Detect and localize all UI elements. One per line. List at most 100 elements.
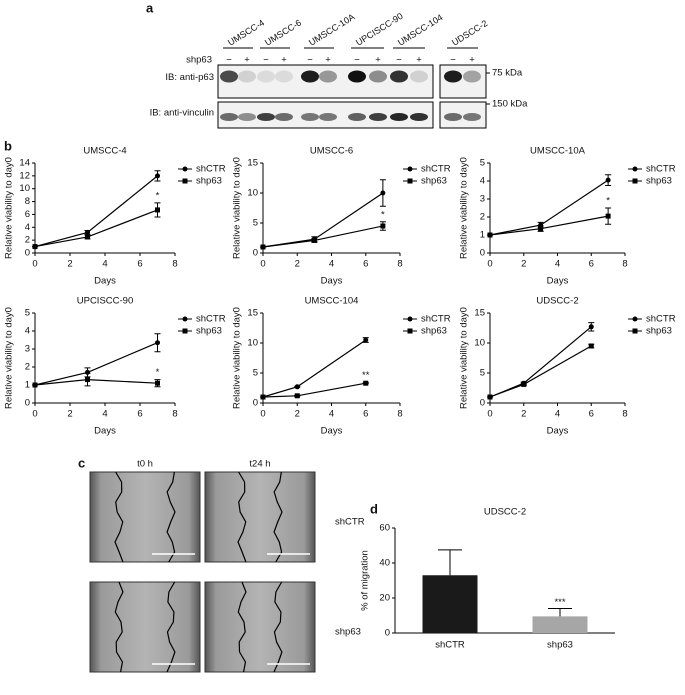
x-tick-label: 8 [172, 259, 177, 270]
x-tick-label: 4 [329, 259, 334, 270]
x-tick-label: 6 [589, 409, 594, 420]
blot-band [257, 113, 275, 121]
legend-label: shCTR [196, 314, 226, 325]
marker [363, 380, 369, 386]
legend-label: shCTR [421, 314, 451, 325]
y-axis-label: Relative viability to day0 [459, 157, 470, 259]
y-tick-label: 3 [25, 344, 30, 355]
marker [32, 244, 38, 250]
blot-band [463, 70, 481, 83]
x-tick-label: 2 [295, 259, 300, 270]
y-tick-label: 0 [385, 628, 390, 639]
lane-sign: + [375, 55, 381, 66]
x-tick-label: 0 [487, 409, 492, 420]
wound-edge [166, 581, 176, 673]
x-tick-label: 0 [32, 409, 37, 420]
blot-band [319, 113, 337, 121]
legend-label: shp63 [196, 326, 222, 337]
lane-sign: − [354, 55, 360, 66]
cell-line-label: UDSCC-2 [450, 18, 489, 48]
lane-sign: + [416, 55, 422, 66]
y-tick-label: 6 [25, 209, 30, 220]
row-label: shp63 [335, 627, 361, 638]
blot-band [390, 70, 408, 83]
bar [532, 616, 588, 633]
legend-label: shp63 [646, 326, 672, 337]
bar [422, 575, 478, 633]
y-tick-label: 15 [474, 308, 485, 319]
y-tick-label: 10 [474, 338, 485, 349]
x-tick-label: 2 [67, 409, 72, 420]
marker [85, 234, 90, 240]
x-tick-label: 8 [622, 259, 627, 270]
wound-edge [237, 581, 247, 673]
marker [32, 382, 38, 388]
marker [487, 232, 493, 238]
panel-letter: a [146, 0, 154, 15]
blot-row-label: IB: anti-vinculin [150, 108, 214, 119]
series-line [489, 326, 592, 398]
y-tick-label: 10 [247, 338, 258, 349]
legend-label: shp63 [196, 176, 222, 187]
panel-letter: c [78, 455, 85, 470]
marker [260, 244, 266, 250]
series-line [34, 175, 158, 248]
marker [363, 337, 369, 343]
x-axis-label: Days [547, 426, 569, 437]
x-tick-label: 2 [521, 259, 526, 270]
chart-title: UMSCC-6 [310, 146, 353, 157]
y-axis-label: Relative viability to day0 [4, 157, 15, 259]
wound-edge [114, 581, 124, 673]
marker [380, 223, 386, 229]
y-tick-label: 5 [253, 368, 258, 379]
significance: *** [554, 597, 565, 608]
x-tick-label: 8 [172, 409, 177, 420]
y-tick-label: 15 [247, 308, 258, 319]
blot-band [463, 113, 481, 121]
x-tick-label: 8 [397, 259, 402, 270]
marker [294, 393, 300, 399]
shp63-label: shp63 [186, 55, 212, 66]
chart-title: UDSCC-2 [536, 296, 578, 307]
y-tick-label: 0 [253, 398, 258, 409]
lane-sign: − [307, 55, 313, 66]
wound-edge [114, 471, 124, 563]
series-line [34, 342, 158, 386]
x-tick-label: 2 [521, 409, 526, 420]
significance: * [381, 209, 385, 220]
legend-marker [182, 316, 188, 322]
x-tick-label: 0 [32, 259, 37, 270]
significance: ** [362, 370, 370, 381]
chart-title: UDSCC-2 [484, 507, 526, 518]
blot-band [275, 113, 293, 121]
x-tick-label: 4 [555, 259, 560, 270]
cell-line-label: UMSCC-6 [263, 17, 303, 47]
x-axis-label: Days [94, 426, 116, 437]
blot-band [444, 113, 462, 121]
blot-band [348, 113, 366, 121]
x-tick-label: 2 [67, 259, 72, 270]
blot-band [410, 113, 428, 121]
blot-band [319, 70, 337, 83]
x-tick-label: 4 [102, 409, 107, 420]
x-tick-label: 0 [487, 259, 492, 270]
blot-row-label: IB: anti-p63 [165, 72, 214, 83]
marker [85, 229, 90, 235]
size-marker: 150 kDa [492, 99, 528, 110]
marker [605, 213, 611, 219]
y-tick-label: 10 [19, 183, 30, 194]
legend-label: shCTR [196, 164, 226, 175]
x-axis-label: Days [94, 276, 116, 287]
blot-box [439, 64, 487, 99]
x-tick-label: shp63 [547, 640, 573, 651]
blot-band [301, 70, 319, 83]
cell-line-label: UMSCC-10A [307, 12, 356, 48]
y-tick-label: 8 [25, 196, 30, 207]
column-label: t24 h [249, 459, 270, 470]
size-marker: 75 kDa [492, 68, 523, 79]
y-tick-label: 60 [379, 523, 390, 534]
x-tick-label: 6 [363, 259, 368, 270]
chart-title: UPCISCC-90 [77, 296, 134, 307]
row-label: shCTR [335, 517, 365, 528]
y-axis-label: Relative viability to day0 [4, 307, 15, 409]
